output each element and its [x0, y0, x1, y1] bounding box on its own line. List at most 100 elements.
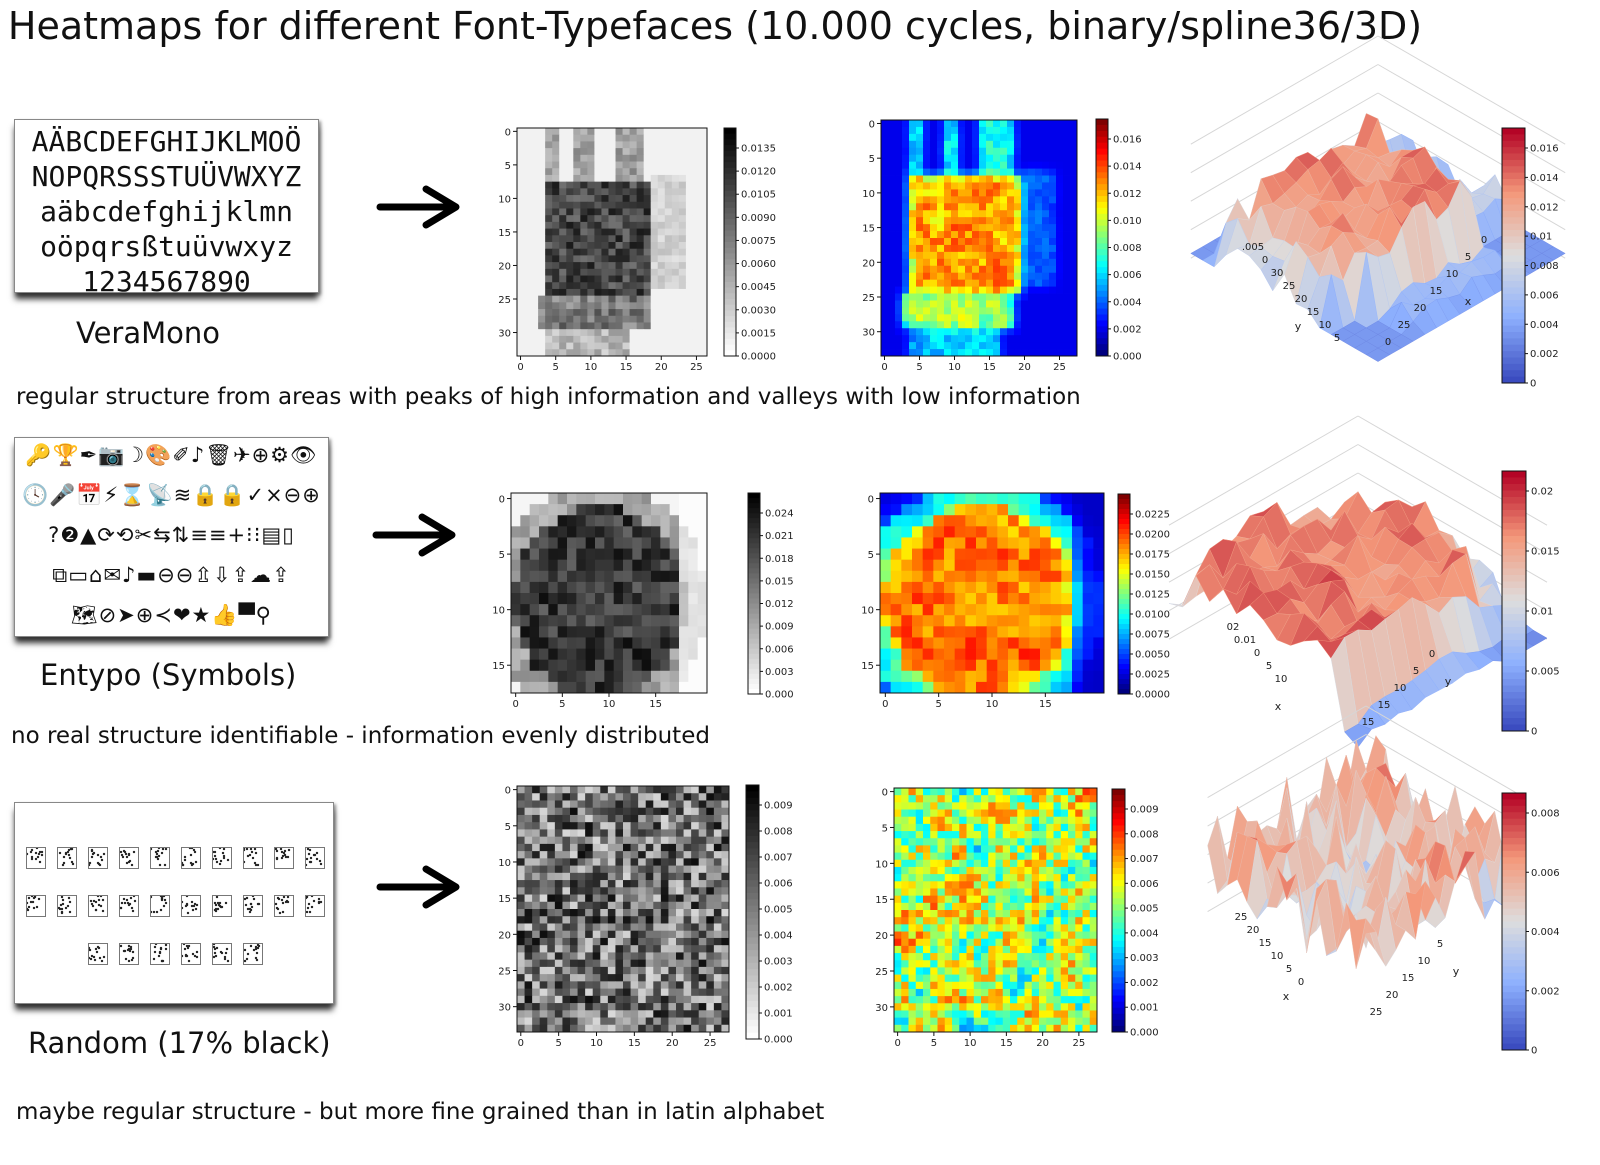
heatmap-cell [902, 244, 910, 253]
heatmap-cell [933, 570, 945, 583]
heatmap-cell [653, 1010, 662, 1018]
heatmap-cell [1093, 659, 1105, 672]
heatmap-cell [613, 559, 624, 572]
heatmap-cell [993, 210, 1001, 218]
heatmap-cell [1008, 559, 1020, 572]
heatmap-cell [1093, 493, 1105, 505]
heatmap-cell [580, 148, 588, 156]
heatmap-cell [930, 335, 938, 343]
x-tick-label: 0 [882, 699, 888, 710]
heatmap-cell [683, 829, 692, 838]
heatmap-cell [698, 829, 707, 838]
heatmap-cell [1028, 342, 1036, 350]
heatmap-cell [1029, 548, 1041, 561]
heatmap-cell [1056, 168, 1064, 176]
heatmap-cell [657, 342, 666, 350]
axis-grid-line [1190, 92, 1379, 202]
heatmap-cell [1050, 659, 1062, 672]
heatmap-cell [937, 279, 945, 287]
heatmap-cell [697, 537, 708, 549]
heatmap-cell [713, 829, 722, 838]
heatmap-cell [1000, 231, 1008, 239]
colorbar-segment [1502, 325, 1525, 333]
colorbar-tick-label: 0.008 [764, 827, 793, 838]
heatmap-cell [547, 916, 556, 924]
heatmap-cell [1042, 224, 1050, 232]
heatmap-cell [592, 822, 601, 830]
heatmap-cell [641, 659, 652, 672]
heatmap-cell [607, 865, 616, 874]
heatmap-cell [944, 852, 953, 861]
heatmap-cell [679, 670, 689, 683]
heatmap-cell [629, 329, 638, 337]
heatmap-cell [993, 120, 1001, 128]
colorbar-segment [1502, 261, 1525, 269]
colorbar-segment [748, 528, 760, 534]
heatmap-cell [562, 829, 571, 838]
heatmap-cell [993, 154, 1001, 163]
heatmap-cell [638, 988, 647, 997]
heatmap-cell [585, 843, 594, 852]
heatmap-cell [577, 786, 586, 794]
heatmap-cell [531, 128, 539, 136]
heatmap-cell [1070, 314, 1078, 322]
heatmap-cell [576, 681, 587, 694]
colorbar-segment [1502, 281, 1525, 288]
x-tick-label: 15 [983, 362, 996, 373]
heatmap-cell [1063, 168, 1071, 176]
heatmap-cell [657, 335, 666, 343]
heatmap-cell [554, 800, 563, 809]
heatmap-cell [594, 322, 602, 330]
heatmap-cell [538, 215, 546, 223]
heatmap-cell [529, 515, 540, 527]
heatmap-cell [683, 851, 692, 859]
heatmap-cell [1063, 147, 1071, 156]
heatmap-cell [1039, 874, 1047, 882]
heatmap-cell [937, 182, 945, 190]
heatmap-cell [552, 302, 560, 310]
heatmap-cell [600, 843, 609, 852]
colorbar-segment [1502, 376, 1525, 384]
heatmap-cell [699, 228, 708, 236]
heatmap-cell [895, 231, 903, 239]
y-tick-label: 0 [869, 119, 875, 130]
heatmap-cell [685, 168, 694, 176]
heatmap-cell [721, 858, 730, 866]
heatmap-cell [683, 937, 692, 946]
y-tick-label: 10 [498, 858, 511, 869]
heatmap-cell [691, 901, 700, 910]
heatmap-cell [524, 814, 533, 823]
heatmap-cell [901, 648, 913, 661]
heatmap-cell [531, 309, 539, 317]
heatmap-cell [1061, 570, 1073, 583]
heatmap-cell [688, 515, 699, 527]
heatmap-cell [545, 295, 553, 303]
heatmap-cell [517, 302, 525, 310]
heatmap-cell [944, 126, 952, 135]
heatmap-cell [685, 255, 694, 263]
heatmap-cell [538, 148, 546, 156]
heatmap-cell [944, 537, 956, 549]
heatmap-cell [636, 181, 645, 189]
heatmap-cell [636, 174, 645, 183]
heatmap-cell [548, 570, 559, 583]
heatmap-cell [1029, 570, 1041, 583]
heatmap-cell [559, 295, 567, 303]
heatmap-cell [901, 852, 909, 861]
heatmap-cell [538, 329, 546, 337]
heatmap-cell [615, 974, 624, 982]
heatmap-cell [881, 175, 889, 183]
heatmap-cell [630, 995, 639, 1004]
heatmap-cell [683, 959, 692, 968]
heatmap-cell [636, 221, 645, 229]
heatmap-cell [573, 228, 581, 236]
heatmap-cell [566, 288, 574, 297]
colorbar-segment [1502, 204, 1525, 212]
heatmap-cell [901, 845, 909, 853]
heatmap-cell [576, 593, 587, 605]
heatmap-cell [972, 175, 980, 183]
heatmap-cell [554, 988, 563, 997]
heatmap-cell [944, 238, 952, 246]
heatmap-cell [901, 823, 909, 832]
